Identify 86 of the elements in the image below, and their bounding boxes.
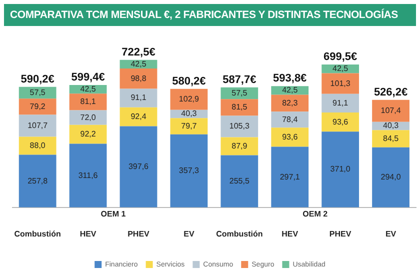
total-label: 599,4€ xyxy=(71,72,105,84)
bar xyxy=(271,112,309,128)
bar xyxy=(170,118,208,134)
bar xyxy=(220,155,258,208)
bar xyxy=(18,98,56,115)
bar xyxy=(271,146,309,208)
data-label: 397,6 xyxy=(128,162,150,171)
bar xyxy=(271,94,309,112)
x-tick-label: PHEV xyxy=(128,229,150,238)
data-label: 255,5 xyxy=(229,176,250,186)
data-label: 91,1 xyxy=(130,93,147,102)
bar xyxy=(120,107,158,126)
bar xyxy=(170,88,208,110)
data-label: 84,5 xyxy=(382,134,400,143)
data-label: 72,0 xyxy=(80,112,96,122)
total-label: 590,2€ xyxy=(20,73,54,86)
data-label: 257,8 xyxy=(28,176,48,186)
bar xyxy=(170,134,208,208)
data-label: 42,5 xyxy=(130,59,147,68)
data-label: 107,4 xyxy=(380,106,402,116)
data-label: 93,6 xyxy=(332,117,349,126)
data-label: 357,3 xyxy=(178,166,200,176)
data-label: 81,5 xyxy=(232,102,248,112)
total-label: 699,5€ xyxy=(323,51,358,64)
data-label: 40,3 xyxy=(382,121,400,130)
data-label: 92,4 xyxy=(130,112,147,121)
bar xyxy=(372,147,410,208)
data-label: 93,6 xyxy=(282,132,298,142)
text: OEM 1 xyxy=(100,210,126,219)
data-label: 311,6 xyxy=(78,170,98,180)
data-label: 371,0 xyxy=(330,164,351,174)
total-label: 722,5€ xyxy=(122,46,156,58)
data-label: 101,3 xyxy=(330,78,351,88)
data-label: 57,5 xyxy=(232,88,248,98)
bar xyxy=(69,144,107,208)
data-label: 78,4 xyxy=(282,114,298,124)
data-label: 42,5 xyxy=(282,86,298,95)
data-label: 297,1 xyxy=(280,172,300,182)
bar xyxy=(372,100,410,122)
bar xyxy=(271,128,309,147)
data-label: 79,2 xyxy=(30,102,46,111)
chart-title: COMPARATIVA TCM MENSUAL €, 2 FABRICANTES Y DISTINTAS TECNOLOGÍAS xyxy=(4,4,416,26)
data-label: 294,0 xyxy=(380,172,402,182)
total-label: 593,8€ xyxy=(273,72,307,85)
x-tick-label: PHEV xyxy=(329,229,352,238)
x-tick-label: Combustión xyxy=(14,229,62,238)
total-label: 587,7€ xyxy=(222,74,256,86)
data-label: 40,3 xyxy=(181,109,198,118)
total-label: 526,2€ xyxy=(374,86,408,98)
bar xyxy=(220,137,258,156)
bar xyxy=(220,99,258,116)
total-label: 580,2€ xyxy=(172,75,206,88)
data-label: 42,5 xyxy=(332,64,349,74)
bar xyxy=(69,124,107,144)
bar xyxy=(372,130,410,148)
x-tick-label: Combustión xyxy=(216,229,263,238)
x-tick-label: HEV xyxy=(282,229,299,238)
bar xyxy=(220,116,258,138)
bar xyxy=(120,68,158,89)
bar xyxy=(120,126,158,208)
bar xyxy=(120,88,158,108)
bar xyxy=(69,110,107,125)
data-label: 102,9 xyxy=(178,94,200,104)
text: OEM 2 xyxy=(302,210,328,219)
x-tick-label: EV xyxy=(385,229,397,238)
bar xyxy=(322,112,360,132)
data-label: 92,2 xyxy=(80,130,96,139)
x-tick-label: EV xyxy=(184,229,195,238)
bar xyxy=(18,154,56,208)
data-label: 81,1 xyxy=(80,97,96,106)
data-label: 82,3 xyxy=(282,98,298,108)
data-label: 57,5 xyxy=(30,88,46,97)
data-label: 42,5 xyxy=(80,84,96,94)
data-label: 79,7 xyxy=(181,121,198,130)
bar xyxy=(322,73,360,94)
data-label: 98,8 xyxy=(130,74,147,83)
x-tick-label: HEV xyxy=(80,229,97,238)
bar xyxy=(18,114,56,137)
data-label: 88,0 xyxy=(30,140,46,150)
data-label: 105,3 xyxy=(229,122,250,131)
bar xyxy=(322,132,360,208)
data-label: 107,7 xyxy=(28,120,48,130)
bar xyxy=(322,94,360,113)
bar xyxy=(69,94,107,110)
data-label: 87,9 xyxy=(232,141,248,150)
data-label: 91,1 xyxy=(332,98,349,108)
